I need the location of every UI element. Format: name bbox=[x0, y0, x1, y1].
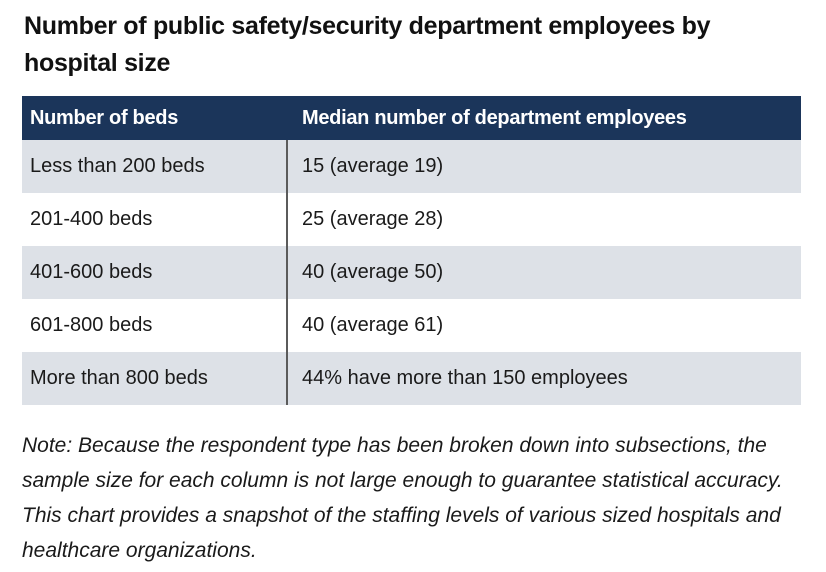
footnote: Note: Because the respondent type has be… bbox=[22, 434, 783, 562]
column-header-beds: Number of beds bbox=[30, 106, 179, 129]
employees-cell: 15 (average 19) bbox=[302, 155, 444, 177]
table-row: 201-400 beds 25 (average 28) bbox=[22, 193, 801, 246]
table-row: 401-600 beds 40 (average 50) bbox=[22, 246, 801, 299]
table-row: More than 800 beds 44% have more than 15… bbox=[22, 352, 801, 405]
beds-cell: 201-400 beds bbox=[22, 193, 288, 246]
beds-cell: 601-800 beds bbox=[22, 299, 288, 352]
table-row: 601-800 beds 40 (average 61) bbox=[22, 299, 801, 352]
employees-cell: 40 (average 50) bbox=[302, 261, 444, 283]
data-table: Number of beds Median number of departme… bbox=[22, 96, 801, 405]
employees-cell: 40 (average 61) bbox=[302, 314, 444, 336]
table-header-row: Number of beds Median number of departme… bbox=[22, 96, 801, 140]
employees-cell: 25 (average 28) bbox=[302, 208, 444, 230]
employees-cell: 44% have more than 150 employees bbox=[302, 367, 628, 389]
beds-cell: More than 800 beds bbox=[22, 352, 288, 405]
column-header-employees: Median number of department employees bbox=[302, 106, 687, 129]
chart-title: Number of public safety/security departm… bbox=[24, 12, 711, 77]
beds-cell: Less than 200 beds bbox=[22, 140, 288, 193]
beds-cell: 401-600 beds bbox=[22, 246, 288, 299]
table-row: Less than 200 beds 15 (average 19) bbox=[22, 140, 801, 193]
